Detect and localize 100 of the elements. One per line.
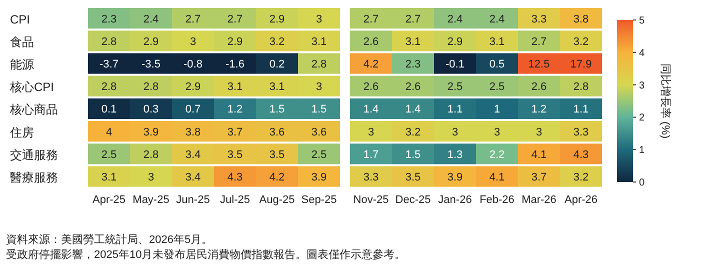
data-label: 1.5 <box>311 104 327 116</box>
data-label: 4.1 <box>531 148 547 161</box>
data-label: 3.2 <box>405 126 421 138</box>
data-label: 3.6 <box>311 126 327 138</box>
data-label: 3.2 <box>269 36 285 48</box>
data-label: 3.1 <box>311 36 327 48</box>
data-label: -1.6 <box>226 58 244 70</box>
y-tick-label: 醫療服務 <box>10 170 58 184</box>
data-label: 0.7 <box>185 104 201 116</box>
data-label: 2.5 <box>101 148 117 161</box>
data-label: 2.6 <box>405 81 421 94</box>
color-bar-label: 1 <box>639 145 645 156</box>
data-label: 4 <box>106 126 112 138</box>
x-tick-label: May-25 <box>132 194 170 206</box>
data-label: 1.4 <box>363 104 379 116</box>
data-label: 3.8 <box>573 13 589 26</box>
data-label: 3 <box>148 172 154 184</box>
data-label: 3.5 <box>405 172 421 184</box>
text: 受政府停擺影響，2025年10月未發布居民消費物價指數報告。圖表僅作示意參考。 <box>6 248 406 261</box>
x-tick-label: Sep-25 <box>301 194 337 206</box>
data-label: 2.8 <box>143 81 159 94</box>
color-bar-label: 4 <box>639 48 645 59</box>
data-label: 1.5 <box>405 148 421 161</box>
data-label: 3 <box>494 126 500 138</box>
data-label: 0.5 <box>489 58 505 70</box>
data-label: 2.9 <box>143 36 159 48</box>
y-tick-label: 核心CPI <box>9 80 54 94</box>
data-label: 1.5 <box>269 104 285 116</box>
data-label: 1.2 <box>531 104 547 116</box>
color-bar-label: 2 <box>639 112 645 124</box>
data-label: 3.3 <box>363 172 379 184</box>
data-label: 1 <box>494 104 500 116</box>
data-label: 3.3 <box>531 13 547 26</box>
color-bar-label: 0 <box>639 178 645 188</box>
color-bar-title: 同比增長率 (%) <box>659 63 672 139</box>
data-label: -3.5 <box>142 58 160 70</box>
data-label: 4.2 <box>269 172 285 184</box>
data-label: 2.8 <box>101 81 117 94</box>
x-tick-label: Jul-25 <box>220 194 250 206</box>
x-tick-label: Jun-25 <box>176 194 210 206</box>
data-label: 3.1 <box>405 36 421 48</box>
data-label: 2.9 <box>185 81 201 94</box>
data-label: 2.7 <box>405 13 421 26</box>
data-label: 3.2 <box>573 172 589 184</box>
data-label: 1.2 <box>227 104 243 116</box>
data-label: 2.8 <box>573 81 589 94</box>
data-label: 2.9 <box>227 36 243 48</box>
data-label: 1.7 <box>363 148 379 161</box>
data-label: 2.4 <box>489 13 505 26</box>
data-label: 17.9 <box>570 58 592 70</box>
data-label: 2.9 <box>269 13 285 26</box>
data-label: 0.3 <box>143 104 159 116</box>
data-label: 3.4 <box>185 148 201 161</box>
data-label: 2.7 <box>227 13 243 26</box>
data-label: 3 <box>316 13 322 26</box>
data-label: 1.4 <box>405 104 421 116</box>
color-bar-label: 3 <box>639 80 645 92</box>
data-label: -0.1 <box>446 58 464 70</box>
data-label: 3.5 <box>269 148 285 161</box>
data-label: 3 <box>316 81 322 94</box>
data-label: 2.6 <box>363 81 379 94</box>
x-tick-label: Aug-25 <box>259 194 295 206</box>
data-label: 4.2 <box>363 58 379 70</box>
data-label: 3 <box>368 126 374 138</box>
data-label: 3.1 <box>227 81 243 94</box>
data-label: 0.1 <box>101 104 117 116</box>
x-tick-label: Nov-25 <box>353 194 389 206</box>
data-label: 2.4 <box>143 13 159 26</box>
data-label: 3.3 <box>573 126 589 138</box>
data-label: 3.1 <box>269 81 285 94</box>
data-label: 3.9 <box>447 172 463 184</box>
data-label: 3.1 <box>101 172 117 184</box>
data-label: 3.2 <box>573 36 589 48</box>
data-label: 4.3 <box>227 172 243 184</box>
data-label: 3.6 <box>269 126 285 138</box>
x-tick-label: Feb-26 <box>480 194 514 206</box>
data-label: 2.3 <box>101 13 117 26</box>
y-tick-label: 食品 <box>10 34 34 49</box>
data-label: 3.7 <box>531 172 547 184</box>
data-label: 3 <box>452 126 458 138</box>
x-tick-label: Mar-26 <box>522 194 556 206</box>
data-label: 3 <box>190 36 196 48</box>
data-label: 4.3 <box>573 148 589 161</box>
data-label: 3.8 <box>185 126 201 138</box>
data-label: 3.4 <box>185 172 201 184</box>
data-label: 3.9 <box>143 126 159 138</box>
x-tick-label: Apr-25 <box>92 194 126 206</box>
data-label: 2.7 <box>531 36 547 48</box>
data-label: 2.4 <box>447 13 463 26</box>
data-label: 3.9 <box>311 172 327 184</box>
data-label: 1.1 <box>573 104 589 116</box>
x-tick-label: Jan-26 <box>438 194 472 206</box>
data-label: 2.3 <box>405 58 421 70</box>
data-label: 2.9 <box>447 36 463 48</box>
x-tick-label: Apr-26 <box>564 194 598 206</box>
data-label: -3.7 <box>100 58 118 70</box>
y-tick-label: 住房 <box>9 125 34 140</box>
y-tick-label: CPI <box>10 12 30 26</box>
data-label: 2.8 <box>311 58 327 70</box>
data-label: 3.1 <box>489 36 505 48</box>
